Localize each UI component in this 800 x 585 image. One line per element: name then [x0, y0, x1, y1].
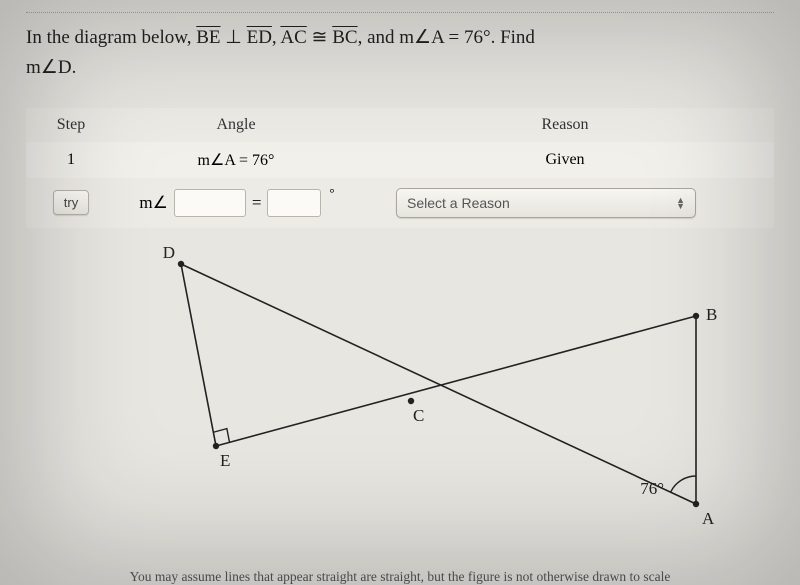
degree-symbol: °: [329, 185, 334, 201]
angle-value-input[interactable]: [267, 189, 321, 217]
seg-BC: BC: [332, 27, 357, 48]
step-1-angle: m∠A = 76°: [116, 142, 356, 178]
figure-disclaimer: You may assume lines that appear straigh…: [0, 569, 800, 585]
header-reason: Reason: [356, 108, 774, 142]
svg-text:B: B: [706, 305, 717, 324]
svg-text:A: A: [702, 509, 715, 528]
reason-select-placeholder: Select a Reason: [407, 195, 510, 211]
header-step: Step: [26, 108, 116, 142]
step-1-number: 1: [26, 142, 116, 178]
svg-text:76°: 76°: [640, 479, 664, 498]
table-row: try m∠ = ° Select a Reason ▲▼: [26, 178, 774, 228]
angle-name-input[interactable]: [174, 189, 246, 217]
angle-A-text: A: [414, 27, 444, 48]
reason-select[interactable]: Select a Reason ▲▼: [396, 188, 696, 218]
try-button[interactable]: try: [53, 190, 89, 215]
table-row: 1 m∠A = 76° Given: [26, 142, 774, 178]
seg-AC: AC: [280, 27, 306, 48]
m-angle-prefix: m∠: [139, 193, 167, 213]
perp-symbol: ⊥: [221, 27, 247, 48]
step-1-reason: Given: [356, 142, 774, 178]
header-angle: Angle: [116, 108, 356, 142]
congruent-symbol: ≅: [307, 27, 332, 48]
svg-text:D: D: [163, 246, 175, 262]
problem-statement: In the diagram below, BE ⊥ ED, AC ≅ BC, …: [26, 23, 774, 84]
equals-sign: =: [252, 193, 262, 213]
seg-ED: ED: [247, 27, 272, 48]
svg-text:E: E: [220, 451, 230, 470]
angle-D-text: D: [41, 57, 72, 78]
proof-table: Step Angle Reason 1 m∠A = 76° Given try …: [26, 108, 774, 228]
chevron-updown-icon: ▲▼: [676, 197, 685, 209]
geometry-diagram: D E C B A 76°: [36, 246, 756, 536]
svg-text:C: C: [413, 406, 424, 425]
problem-prefix: In the diagram below,: [26, 27, 196, 48]
seg-BE: BE: [196, 27, 220, 48]
